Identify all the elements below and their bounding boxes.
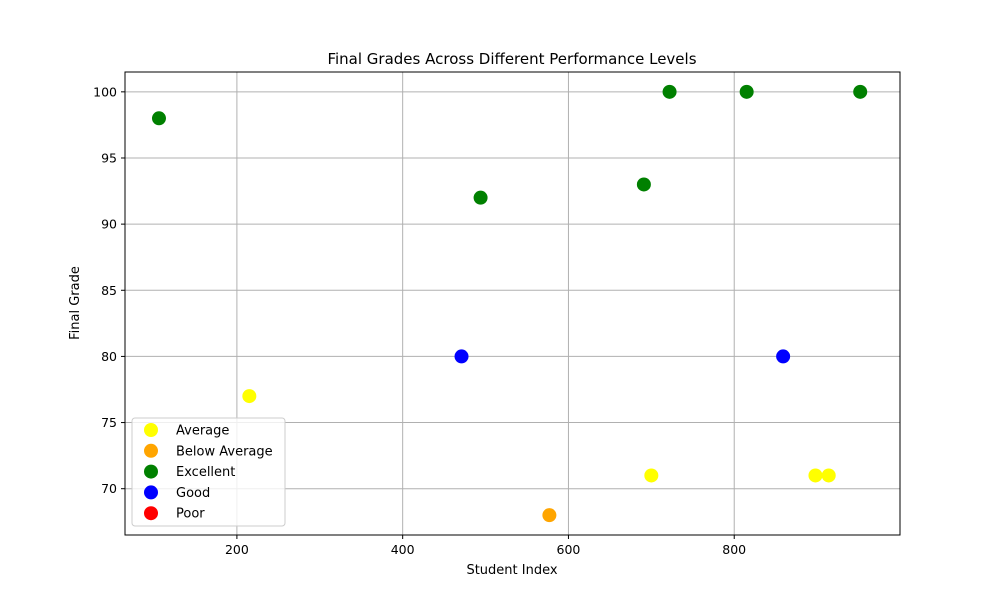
legend: Average Below Average Excellent Good Poor: [131, 417, 286, 527]
point-average: [808, 468, 823, 483]
point-excellent: [662, 84, 677, 99]
x-tick-label: 400: [391, 542, 415, 557]
axis-ticks: 200 400 600 800 70 75 80 85 90 95 100: [93, 84, 746, 557]
x-tick-label: 800: [722, 542, 746, 557]
legend-label-below-average: Below Average: [176, 444, 273, 459]
legend-label-excellent: Excellent: [176, 465, 235, 480]
point-excellent: [636, 177, 651, 192]
point-average: [644, 468, 659, 483]
y-tick-label: 100: [93, 84, 117, 99]
point-good: [454, 349, 469, 364]
y-tick-label: 85: [101, 283, 117, 298]
legend-marker-below-average: [144, 443, 158, 458]
point-excellent: [151, 111, 166, 126]
point-excellent: [853, 84, 868, 99]
legend-label-average: Average: [176, 424, 229, 439]
x-tick-label: 200: [225, 542, 249, 557]
point-excellent: [739, 84, 754, 99]
x-tick-label: 600: [557, 542, 581, 557]
point-below-average: [542, 508, 557, 523]
legend-box: [131, 417, 286, 527]
legend-marker-excellent: [144, 464, 158, 479]
plot-frame: [124, 71, 901, 536]
legend-marker-average: [144, 423, 158, 437]
point-average: [242, 389, 257, 404]
point-excellent: [473, 190, 488, 205]
legend-marker-good: [144, 485, 158, 500]
legend-label-good: Good: [176, 486, 210, 501]
y-tick-label: 95: [101, 150, 117, 165]
point-good: [776, 349, 791, 364]
legend-marker-poor: [144, 506, 158, 521]
grid: [125, 72, 900, 535]
y-tick-label: 80: [101, 349, 117, 364]
y-tick-label: 70: [101, 481, 117, 496]
point-average: [821, 468, 836, 483]
y-tick-label: 90: [101, 217, 117, 232]
chart-title: Final Grades Across Different Performanc…: [327, 50, 696, 68]
legend-label-poor: Poor: [176, 507, 205, 522]
y-tick-label: 75: [101, 415, 117, 430]
x-axis-label: Student Index: [466, 563, 557, 578]
data-points: [151, 84, 868, 523]
y-axis-label: Final Grade: [68, 266, 83, 340]
legend-items: Average Below Average Excellent Good Poor: [144, 423, 273, 522]
